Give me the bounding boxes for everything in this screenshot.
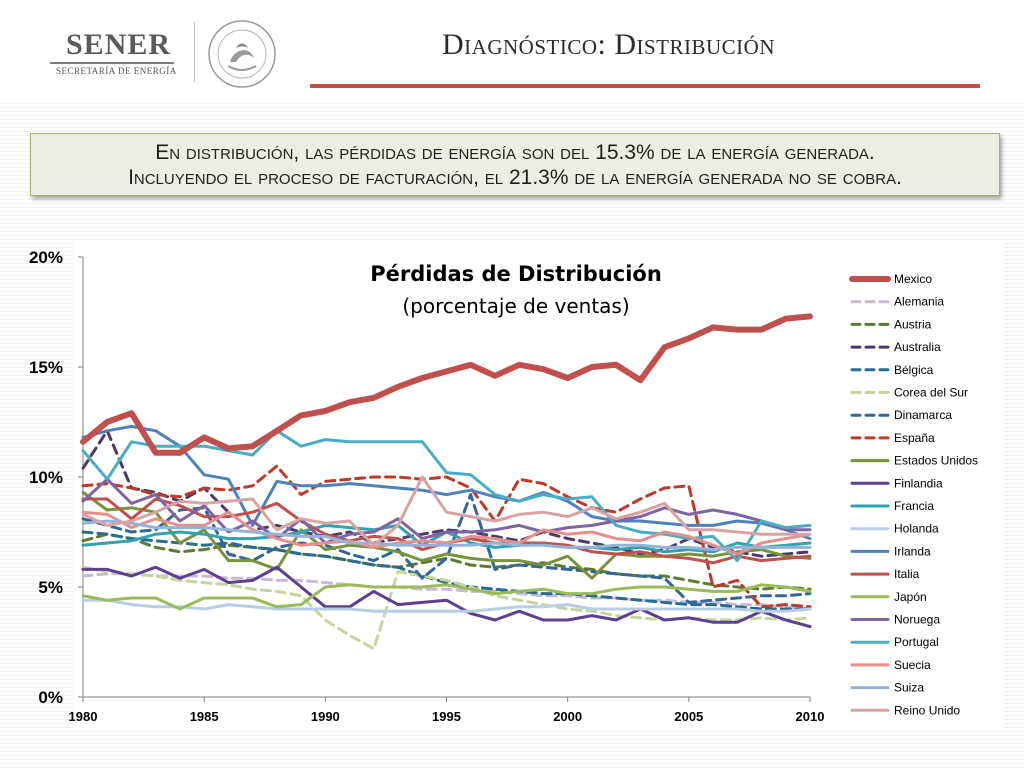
y-tick-label: 0%	[38, 688, 63, 707]
series-line-japón	[81, 583, 812, 611]
series-line-noruega	[81, 477, 812, 545]
chart-subtitle: (porcentaje de ventas)	[402, 294, 629, 318]
legend-label: Portugal	[894, 635, 939, 649]
legend-label: Austria	[894, 317, 932, 331]
series-line-estados-unidos	[81, 490, 812, 580]
x-tick-label: 1980	[69, 709, 98, 724]
legend-label: Noruega	[894, 613, 940, 627]
x-tick-label: 2000	[553, 709, 582, 724]
legend-label: Finlandia	[894, 476, 943, 490]
series-line-bélgica	[81, 530, 812, 611]
legend-label: Alemania	[894, 295, 944, 309]
legend-label: España	[894, 431, 935, 445]
y-tick-label: 10%	[29, 468, 63, 487]
series-line-suecia	[81, 510, 812, 556]
legend-label: Francia	[894, 499, 934, 513]
y-tick-label: 5%	[38, 578, 63, 597]
page-title: Diagnóstico: Distribución	[442, 28, 775, 61]
legend-label: Mexico	[894, 272, 932, 286]
callout-line-2: Incluyendo el proceso de facturación, el…	[128, 166, 902, 189]
summary-callout: En distribución, las pérdidas de energía…	[30, 133, 1000, 196]
legend-label: Suiza	[894, 681, 924, 695]
y-tick-label: 20%	[29, 248, 63, 267]
x-tick-label: 1985	[190, 709, 219, 724]
legend-label: Reino Unido	[894, 703, 960, 717]
sener-logo-subtitle: SECRETARÍA DE ENERGÍA	[56, 66, 177, 76]
legend-label: Estados Unidos	[894, 454, 978, 468]
title-underline	[310, 84, 980, 88]
logo-separator	[194, 22, 195, 82]
logo-divider	[50, 62, 174, 64]
legend-label: Australia	[894, 340, 941, 354]
national-seal-icon	[208, 20, 276, 88]
chart-title: Pérdidas de Distribución	[370, 262, 662, 286]
series-line-mexico	[80, 313, 813, 456]
series-line-reino-unido	[81, 475, 812, 547]
legend-label: Italia	[894, 567, 920, 581]
legend-label: Holanda	[894, 522, 939, 536]
legend-label: Suecia	[894, 658, 931, 672]
sener-logo: SENER	[66, 28, 172, 61]
series-line-holanda	[81, 598, 812, 613]
series-line-corea-del-sur	[81, 565, 812, 651]
legend-label: Bélgica	[894, 363, 934, 377]
series-line-suiza	[81, 519, 812, 552]
legend-label: Corea del Sur	[894, 386, 968, 400]
chart-background	[74, 240, 1004, 730]
x-tick-label: 2010	[796, 709, 825, 724]
series-line-irlanda	[81, 424, 812, 541]
legend-label: Irlanda	[894, 544, 931, 558]
callout-line-1: En distribución, las pérdidas de energía…	[155, 141, 875, 164]
slide-header: SENER SECRETARÍA DE ENERGÍA Diagnóstico:…	[0, 0, 1024, 100]
y-tick-label: 15%	[29, 358, 63, 377]
series-line-portugal	[81, 429, 812, 563]
series-line-finlandia	[81, 565, 812, 629]
series-line-españa	[81, 464, 812, 609]
x-tick-label: 1995	[432, 709, 461, 724]
x-tick-label: 1990	[311, 709, 340, 724]
x-tick-label: 2005	[674, 709, 703, 724]
legend-label: Japón	[894, 590, 927, 604]
legend-label: Dinamarca	[894, 408, 952, 422]
